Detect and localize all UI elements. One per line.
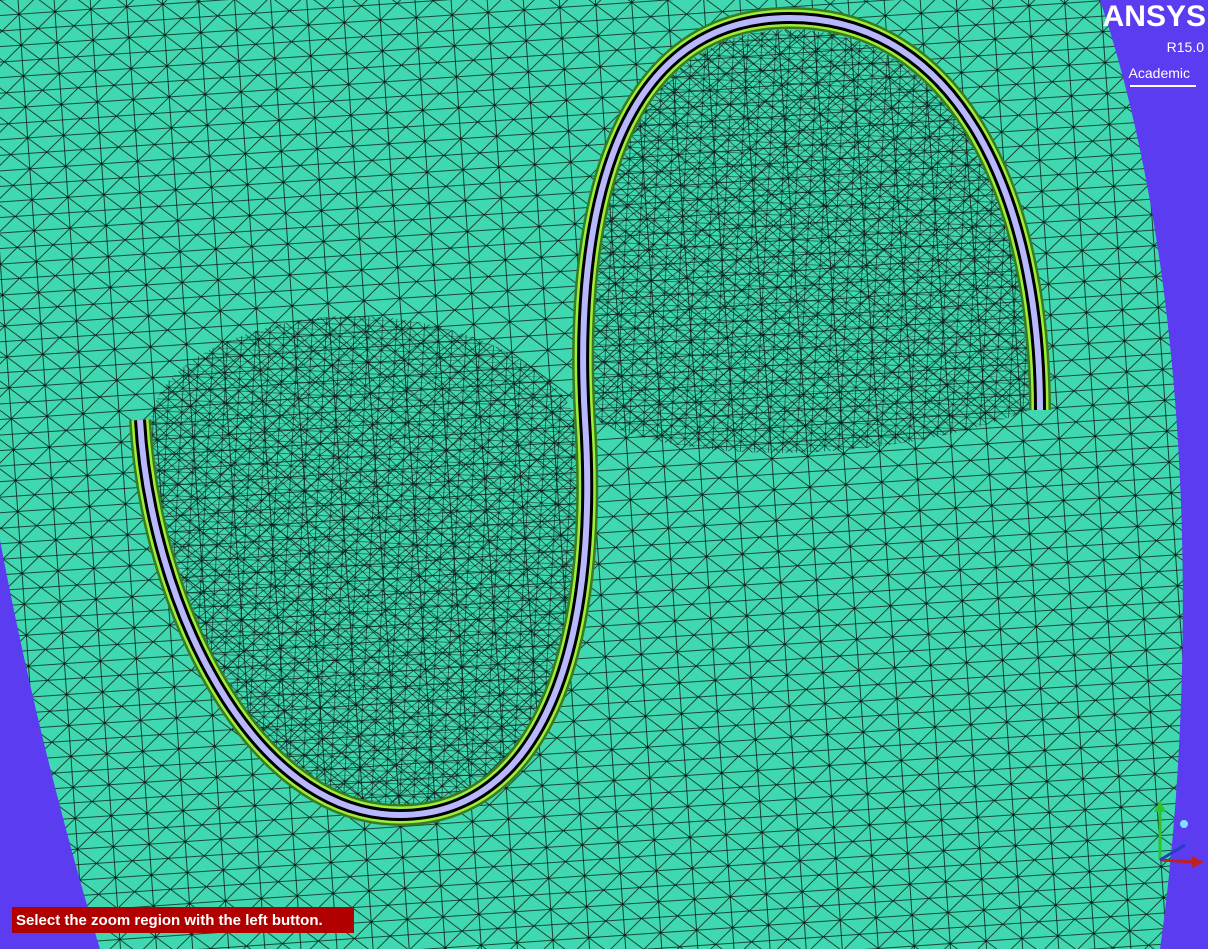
- page: ANSYS R15.0 Academic Select the zoom reg…: [0, 0, 1208, 949]
- logo-version: R15.0: [1167, 39, 1205, 55]
- viewport: ANSYS R15.0 Academic Select the zoom reg…: [0, 0, 1208, 949]
- logo-brand: ANSYS: [1103, 0, 1206, 33]
- logo-edition: Academic: [1129, 65, 1190, 81]
- status-message: Select the zoom region with the left but…: [16, 912, 323, 929]
